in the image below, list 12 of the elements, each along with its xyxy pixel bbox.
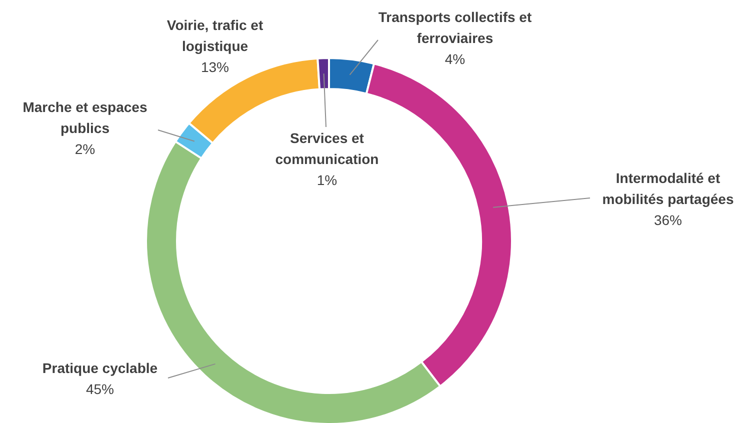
data-label: 2% [74,141,96,157]
slice-label: Voirie, trafic et logistique [166,17,264,54]
data-label: 36% [654,212,682,228]
slice-label: Marche et espaces publics [22,99,148,136]
slice-label: Intermodalité et mobilités partagées [602,170,734,207]
slice-label: Services et communication [275,130,379,167]
data-label: 13% [200,59,230,75]
data-label: 1% [316,172,338,188]
slice-label: Transports collectifs et ferroviaires [378,9,532,46]
data-label: 4% [444,51,466,67]
data-label: 45% [86,381,114,397]
slice-label: Pratique cyclable [42,360,158,376]
